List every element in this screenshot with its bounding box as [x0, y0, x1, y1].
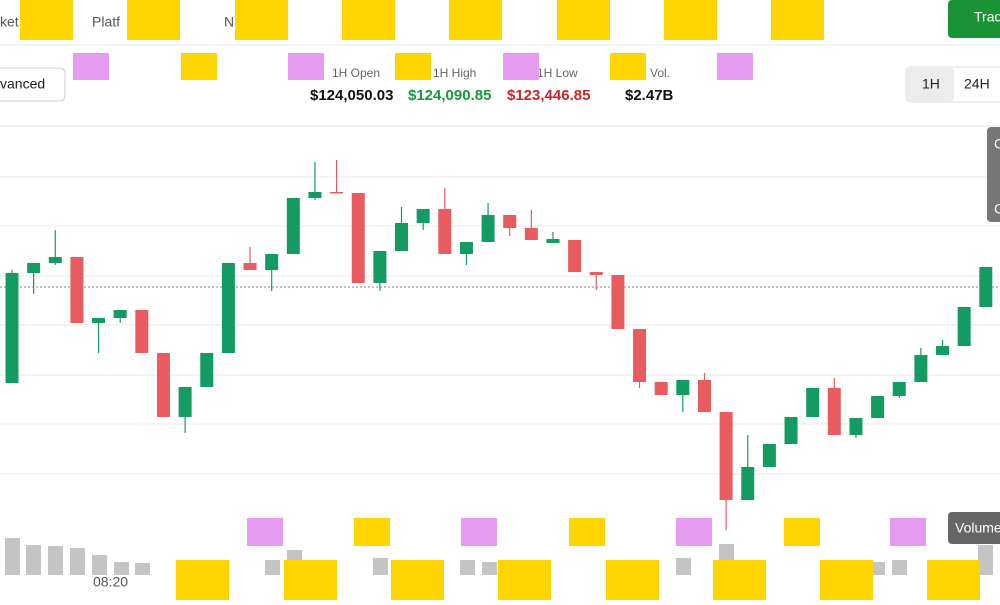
candle-body — [178, 387, 192, 417]
side-panel — [987, 127, 1000, 222]
timeframe-active — [907, 68, 954, 101]
candle-body — [27, 263, 41, 273]
candle-body — [568, 240, 582, 272]
candle-body — [308, 192, 322, 198]
candle-body — [459, 242, 473, 254]
candle-body — [827, 388, 841, 435]
candle-body — [871, 396, 885, 418]
stat-label: 1H High — [433, 66, 476, 80]
candle-body — [914, 355, 928, 382]
nav-item[interactable]: N — [224, 14, 234, 30]
candle-body — [243, 263, 257, 270]
time-label: 08:20 — [93, 574, 128, 590]
candle-body — [633, 329, 647, 382]
mode-button[interactable] — [0, 67, 66, 102]
candle-body — [611, 275, 625, 329]
side-label: C — [994, 136, 1000, 152]
candle-body — [979, 267, 993, 307]
stat-label: Vol. — [650, 66, 670, 80]
candle-body — [719, 412, 733, 500]
candle-body — [762, 444, 776, 467]
candle-body — [438, 209, 452, 254]
trade-button[interactable] — [948, 0, 1000, 38]
candle-body — [395, 223, 409, 251]
stat-value: $124,090.85 — [408, 87, 491, 104]
timeframe-option[interactable]: 24H — [964, 76, 990, 92]
mode-button-label[interactable]: vanced — [0, 76, 45, 92]
candle-body — [892, 382, 906, 396]
candle-body — [48, 257, 62, 263]
volume-label: Volume — [955, 520, 1000, 536]
candle-body — [676, 380, 690, 395]
stat-value: $124,050.03 — [310, 87, 393, 104]
candle-body — [481, 215, 495, 242]
candle-body — [373, 251, 387, 283]
candle-body — [741, 467, 755, 500]
candles — [0, 160, 1000, 530]
candle-body — [503, 215, 517, 228]
side-label: C — [994, 201, 1000, 217]
candle-body — [221, 263, 235, 353]
timeframe-option[interactable]: 1H — [922, 76, 940, 92]
candle-body — [654, 382, 668, 395]
candle-body — [113, 310, 127, 318]
stat-label: 1H Low — [537, 66, 578, 80]
stat-value: $2.47B — [625, 87, 674, 104]
candle-body — [330, 192, 344, 194]
candle-body — [957, 307, 971, 346]
stat-label: 1H Open — [332, 66, 380, 80]
candle-body — [806, 388, 820, 417]
candle-body — [546, 239, 560, 243]
candle-body — [200, 353, 214, 387]
candle-body — [784, 417, 798, 444]
candle-body — [351, 193, 365, 283]
candle-body — [286, 198, 300, 254]
candle-body — [156, 353, 170, 417]
candle-body — [416, 209, 430, 223]
candle-body — [589, 272, 603, 275]
candle-body — [524, 228, 538, 240]
candle-body — [265, 254, 279, 270]
trade-button-label[interactable]: Trad — [974, 9, 1000, 25]
candle-body — [92, 318, 106, 323]
candle-body — [697, 380, 711, 412]
candle-body — [5, 273, 19, 383]
nav-item[interactable]: ket — [0, 14, 19, 30]
candle-body — [936, 346, 950, 355]
stat-value: $123,446.85 — [507, 87, 590, 104]
overlay-patches — [20, 0, 980, 600]
nav-item[interactable]: Platf — [92, 14, 120, 30]
candle-body — [135, 310, 149, 353]
candle-body — [849, 418, 863, 435]
volume-tag — [948, 512, 1000, 544]
candle-body — [70, 257, 84, 323]
volume-bars — [5, 538, 993, 575]
